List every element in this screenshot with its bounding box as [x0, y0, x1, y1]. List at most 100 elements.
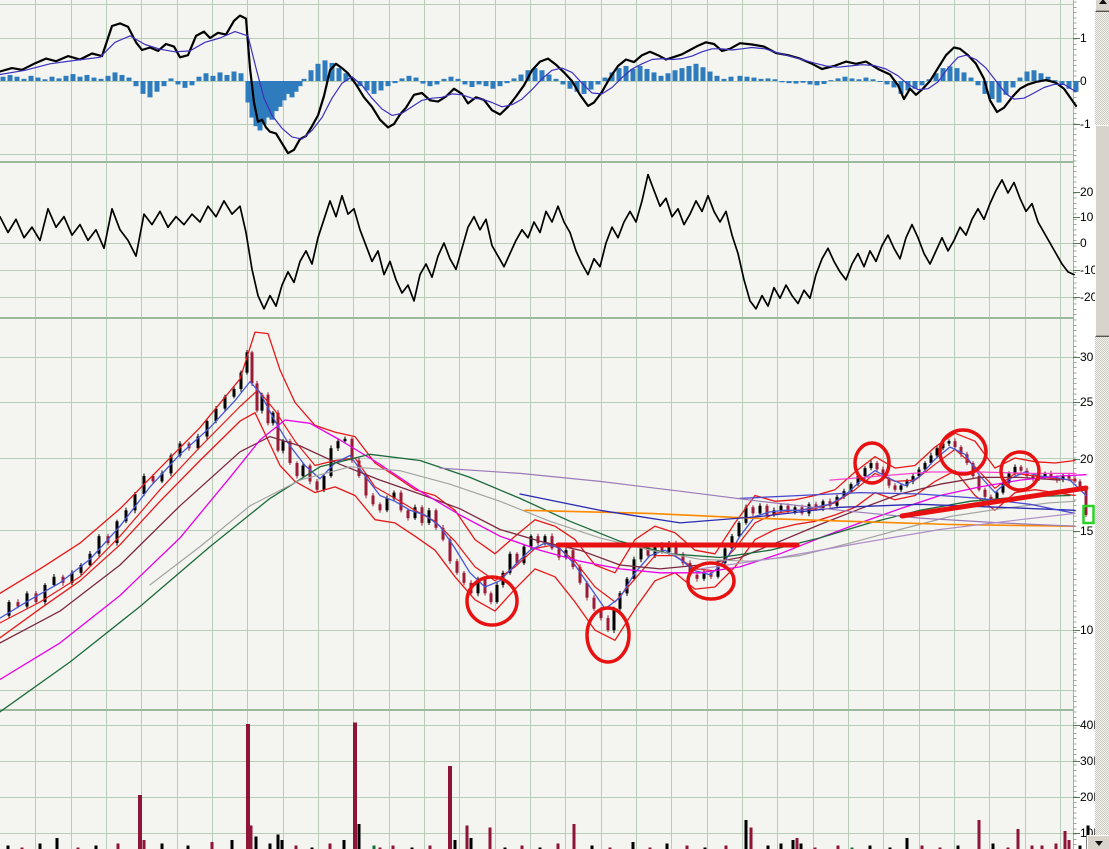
- macd-histogram-bar: [744, 76, 750, 81]
- candle-body: [911, 476, 915, 482]
- macd-histogram-bar: [905, 81, 911, 91]
- macd-histogram-bar: [786, 81, 792, 84]
- macd-histogram-bar: [961, 72, 967, 81]
- candle-body: [585, 582, 589, 598]
- candle-body: [828, 501, 832, 506]
- axis-label: -1: [1080, 117, 1091, 131]
- scroll-down-button[interactable]: [1087, 835, 1109, 849]
- candle-body: [536, 536, 540, 544]
- vertical-scrollbar[interactable]: [1095, 0, 1109, 849]
- volume-bar: [210, 841, 214, 849]
- volume-bar: [556, 843, 560, 849]
- candle-body: [52, 576, 56, 585]
- macd-histogram-bar: [1045, 76, 1051, 81]
- volume-bar: [920, 845, 924, 849]
- macd-histogram-bar: [800, 81, 806, 83]
- macd-histogram-bar: [546, 74, 552, 81]
- volume-bar: [94, 845, 98, 849]
- macd-histogram-bar: [133, 81, 139, 87]
- axis-label: 1: [1080, 31, 1087, 45]
- candle-body: [515, 553, 519, 564]
- scroll-up-button[interactable]: [1095, 0, 1109, 12]
- volume-bar: [469, 838, 473, 849]
- volume-bar: [1030, 845, 1034, 849]
- volume-bar: [1054, 843, 1058, 849]
- volume-bar: [744, 820, 748, 849]
- macd-histogram-bar: [511, 78, 517, 81]
- macd-histogram-bar: [265, 81, 271, 118]
- macd-histogram-bar: [1003, 81, 1009, 95]
- macd-histogram-bar: [147, 81, 153, 98]
- candle-body: [385, 498, 389, 511]
- annotation-circle: [853, 441, 891, 485]
- axis-label: -20: [1080, 290, 1098, 304]
- macd-histogram-bar: [700, 67, 706, 81]
- candle-body: [1084, 488, 1088, 515]
- macd-histogram-bar: [182, 81, 188, 88]
- volume-bar: [868, 845, 872, 849]
- candle-body: [758, 505, 762, 514]
- candle-body: [489, 593, 493, 603]
- macd-histogram-bar: [595, 81, 601, 85]
- candle-body: [632, 559, 636, 579]
- scroll-up-icon: [1099, 0, 1107, 4]
- volume-bar: [766, 845, 770, 849]
- axis-label: 10: [1080, 210, 1094, 224]
- candle-body: [571, 550, 575, 567]
- macd-histogram-bar: [1038, 73, 1044, 81]
- candle-body: [1061, 476, 1065, 481]
- macd-histogram-bar: [483, 81, 489, 87]
- volume-bar: [608, 847, 612, 849]
- candle-body: [893, 485, 897, 490]
- macd-histogram-bar: [297, 81, 303, 87]
- volume-bar: [342, 840, 346, 849]
- annotation-trendline: [899, 485, 1089, 519]
- candle-body: [160, 473, 164, 482]
- macd-histogram-bar: [285, 81, 291, 94]
- macd-histogram-bar: [539, 70, 545, 81]
- macd-histogram-bar: [912, 81, 918, 89]
- volume-bar: [590, 845, 594, 849]
- candle-body: [406, 510, 410, 519]
- volume-bar: [665, 843, 669, 849]
- macd-histogram-bar: [28, 75, 34, 81]
- candle-body: [79, 565, 83, 573]
- candle-body: [695, 574, 699, 579]
- candle-body: [276, 412, 280, 451]
- candle-body: [702, 572, 706, 579]
- macd-histogram-bar: [289, 81, 295, 98]
- macd-histogram-bar: [758, 78, 764, 81]
- navy-ma-a: [519, 493, 1076, 524]
- candle-body: [899, 485, 903, 490]
- candle-body: [592, 597, 596, 609]
- candle-body: [1031, 476, 1035, 479]
- macd-histogram-bar: [490, 81, 496, 89]
- volume-bar: [294, 845, 298, 849]
- navy-ma-b: [739, 491, 1076, 515]
- volume-panel-series: [6, 722, 1090, 849]
- macd-histogram-bar: [105, 75, 111, 81]
- axis-label: 30: [1080, 350, 1094, 364]
- macd-histogram-bar: [371, 81, 377, 94]
- candle-body: [881, 469, 885, 479]
- candle-body: [239, 372, 243, 389]
- macd-histogram-bar: [679, 68, 685, 81]
- macd-histogram-bar: [0, 76, 6, 81]
- candle-body: [378, 504, 382, 511]
- volume-bar: [357, 823, 361, 849]
- orange-ma: [524, 509, 1076, 528]
- macd-histogram-bar: [364, 81, 370, 91]
- scrollbar-thumb[interactable]: [1095, 125, 1109, 337]
- macd-histogram-bar: [581, 81, 587, 94]
- macd-histogram-bar: [1031, 70, 1037, 81]
- scroll-down-icon: [1095, 840, 1103, 846]
- macd-histogram-bar: [779, 81, 785, 83]
- volume-bar: [703, 847, 707, 849]
- volume-bar: [268, 843, 272, 849]
- macd-histogram-bar: [420, 81, 426, 84]
- candle-body: [674, 543, 678, 554]
- volume-bar: [813, 847, 817, 849]
- macd-histogram-bar: [497, 81, 503, 87]
